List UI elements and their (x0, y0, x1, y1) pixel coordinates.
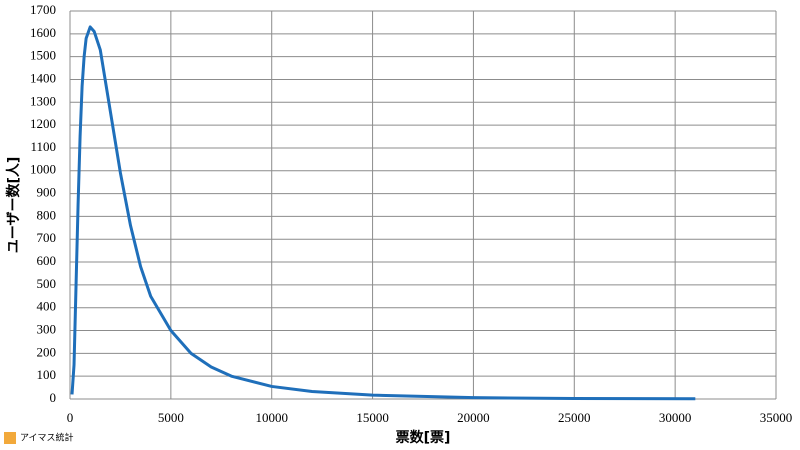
y-tick-label: 400 (37, 299, 57, 314)
x-tick-label: 15000 (356, 410, 389, 425)
y-tick-label: 600 (37, 253, 57, 268)
y-tick-label: 300 (37, 322, 57, 337)
x-tick-label: 30000 (659, 410, 692, 425)
y-tick-label: 0 (50, 390, 57, 405)
data-line (70, 25, 696, 401)
y-tick-label: 1100 (30, 139, 56, 154)
x-tick-label: 0 (67, 410, 74, 425)
y-tick-label: 500 (37, 276, 57, 291)
y-axis-label: ユーザー数[人] (5, 157, 22, 254)
y-tick-label: 1400 (30, 70, 56, 85)
y-tick-label: 200 (37, 344, 57, 359)
y-tick-label: 700 (37, 230, 57, 245)
logo-icon (4, 432, 16, 444)
x-tick-label: 35000 (760, 410, 793, 425)
y-tick-label: 800 (37, 207, 57, 222)
y-tick-label: 1500 (30, 48, 56, 63)
x-tick-label: 10000 (255, 410, 288, 425)
y-tick-label: 1000 (30, 162, 56, 177)
logo: アイマス統計 (20, 432, 74, 444)
y-tick-label: 1600 (30, 25, 56, 40)
y-tick-label: 100 (37, 367, 57, 382)
y-tick-label: 900 (37, 185, 57, 200)
y-tick-label: 1300 (30, 93, 56, 108)
y-tick-label: 1200 (30, 116, 56, 131)
x-tick-label: 25000 (558, 410, 591, 425)
x-tick-label: 5000 (158, 410, 184, 425)
x-tick-label: 20000 (457, 410, 490, 425)
x-axis-label: 票数[票] (396, 429, 451, 446)
y-tick-label: 1700 (30, 2, 56, 17)
